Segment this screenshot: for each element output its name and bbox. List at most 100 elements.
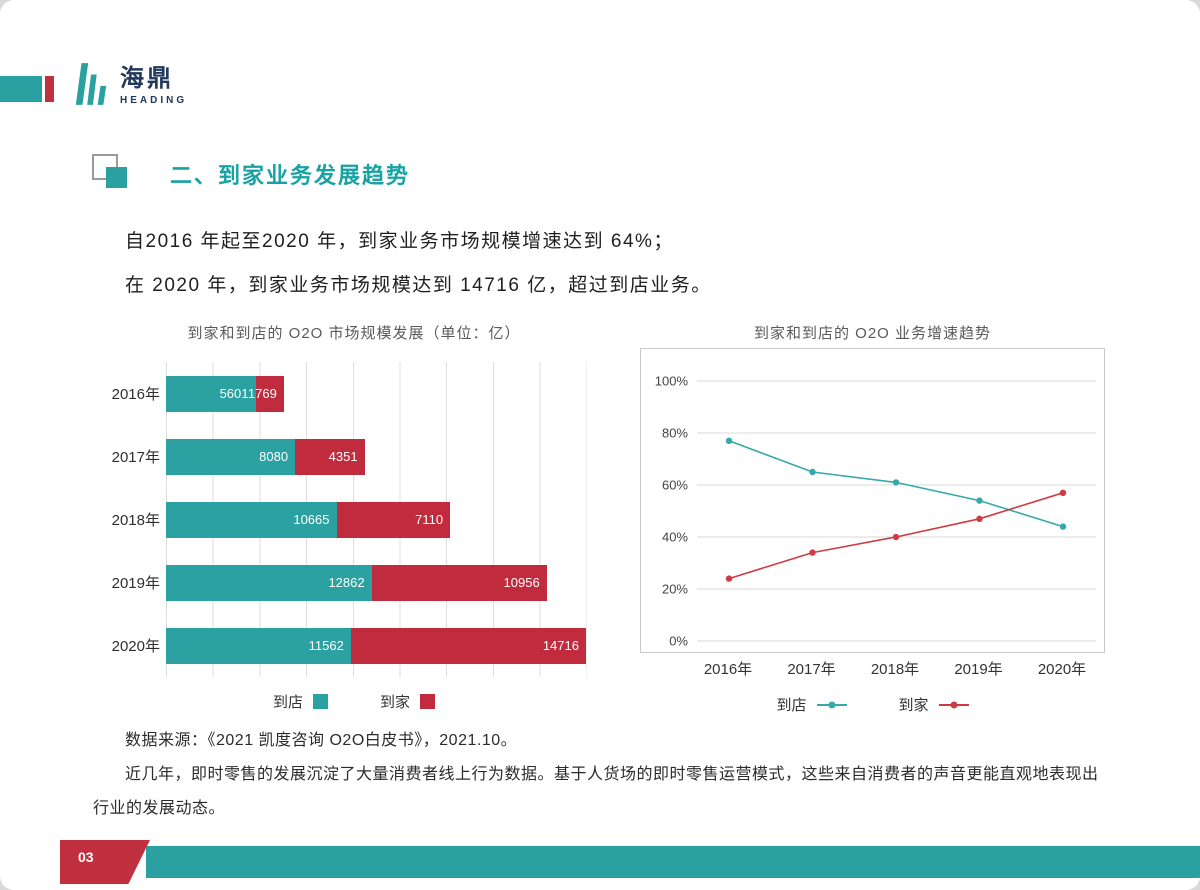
bar-value-label: 1769 [247,386,277,401]
x-axis-label: 2017年 [787,661,836,678]
line-chart-legend: 到店 到家 [640,694,1105,715]
y-tick-label: 0% [669,634,688,649]
bar-segment-home: 10956 [371,564,547,601]
bar-chart-row: 2016年 5601 1769 [108,362,600,425]
logo-text-block: 海鼎 HEADING [120,60,188,107]
data-point [725,437,733,444]
data-point [976,497,983,504]
bar-segment-home: 14716 [350,627,586,664]
bar-chart: 到家和到店的 O2O 市场规模发展（单位：亿） 2016年 5601 1769 201… [108,322,600,712]
bar-chart-row: 2020年 11562 14716 [108,614,600,677]
logo-icon [72,60,110,113]
bar-track: 5601 1769 [166,375,284,412]
data-point [1059,523,1067,530]
bar-chart-legend: 到店 到家 [108,691,600,712]
page-number: 03 [78,849,94,865]
x-axis-label: 2019年 [954,661,1003,678]
bar-segment-store: 8080 [166,438,296,475]
bar-chart-row: 2017年 8080 4351 [108,425,600,488]
line-chart-plot-box: 0% 20% 40% 60% 80% 100% [640,348,1105,653]
legend-item: 到家 [899,694,969,715]
bar-chart-plot: 2016年 5601 1769 2017年 8080 4351 2018年 10665 7110… [108,362,600,677]
bar-category-label: 2019年 [111,575,160,592]
closing-paragraph: 近几年，即时零售的发展沉淀了大量消费者线上行为数据。基于人货场的即时零售运营模式… [93,766,1099,817]
legend-label: 到家 [898,697,929,714]
legend-item: 到店 [273,691,328,712]
legend-label: 到家 [380,694,411,711]
bar-chart-row: 2018年 10665 7110 [108,488,600,551]
legend-item: 到店 [776,694,847,715]
y-tick-label: 80% [662,426,688,441]
square-fill-icon [106,167,127,188]
bar-segment-home: 4351 [295,438,365,475]
bar-track: 8080 4351 [166,438,365,475]
bar-segment-store: 12862 [166,564,372,601]
line-chart-title: 到家和到店的 O2O 业务增速趋势 [753,325,991,342]
line-chart-x-axis-labels: 2016年 2017年 2018年 2019年 2020年 [640,658,1105,680]
bar-track: 11562 14716 [166,627,586,664]
y-tick-label: 60% [662,478,688,493]
legend-dot-marker [828,701,835,708]
bar-value-label: 7110 [415,512,444,527]
data-point [892,533,900,541]
bar-value-label: 10665 [293,512,330,527]
bar-track: 10665 7110 [166,501,451,538]
data-source-note: 数据来源：《2021 凯度咨询 O2O白皮书》，2021.10。 [125,732,518,749]
bar-value-label: 5601 [219,386,249,401]
intro-line-1: 自2016 年起至2020 年，到家业务市场规模增速达到 64%； [125,231,674,252]
bar-category-label: 2016年 [111,386,160,403]
legend-item: 到家 [380,691,436,712]
section-title: 二、到家业务发展趋势 [170,163,411,188]
bar-chart-title: 到家和到店的 O2O 市场规模发展（单位：亿） [187,325,521,342]
logo-company-name: 海鼎 [120,65,174,92]
bar-value-label: 8080 [259,449,289,464]
bar-value-label: 4351 [328,449,358,464]
header-accent-red-square [45,76,54,102]
bar-category-label: 2017年 [111,449,160,466]
legend-dot-marker [950,701,958,708]
bar-segment-store: 5601 [166,375,256,412]
bar-category-label: 2018年 [111,512,160,529]
bar-category-label: 2020年 [111,638,160,655]
legend-label: 到店 [272,694,303,711]
x-axis-label: 2018年 [870,661,920,678]
intro-text: 自2016 年起至2020 年，到家业务市场规模增速达到 64%； 在 2020… [125,228,712,316]
legend-square-marker [420,694,436,709]
bar-segment-store: 10665 [166,501,337,538]
legend-line-marker [816,701,847,708]
footer-teal-bar [146,846,1200,878]
data-point [892,479,900,486]
header-accent-teal-bar [0,76,42,102]
bar-segment-store: 11562 [166,627,351,664]
section-marker-icon [92,152,136,196]
data-point [725,575,733,582]
x-axis-label: 2020年 [1037,661,1087,678]
legend-square-marker [313,694,328,709]
legend-label: 到店 [776,697,807,714]
legend-line-marker [938,701,969,708]
bar-chart-row: 2019年 12862 10956 [108,551,600,614]
line-chart-canvas: 0% 20% 40% 60% 80% 100% [655,374,1096,649]
bar-segment-home: 1769 [248,375,284,412]
bar-track: 12862 10956 [166,564,547,601]
data-point [809,468,816,476]
data-point [809,549,816,556]
data-point [1059,489,1067,496]
page-number-badge: 03 [60,840,150,884]
bar-value-label: 10956 [503,575,540,590]
line-chart: 到家和到店的 O2O 业务增速趋势 0% 20% 40% 60% 80% 100% 201… [640,322,1105,715]
y-tick-label: 40% [662,530,688,545]
bar-value-label: 14716 [542,638,579,653]
intro-line-2: 在 2020 年，到家业务市场规模达到 14716 亿，超过到店业务。 [125,275,712,296]
logo-company-subtitle: HEADING [120,95,188,106]
x-axis-label: 2016年 [703,661,753,678]
bar-value-label: 12862 [328,575,365,590]
data-point [976,515,983,522]
bar-value-label: 11562 [308,638,344,653]
section-heading: 二、到家业务发展趋势 [92,152,408,196]
y-tick-label: 100% [655,374,689,389]
bar-segment-home: 7110 [336,501,451,538]
y-tick-label: 20% [662,582,688,597]
company-logo: 海鼎 HEADING [72,60,187,113]
